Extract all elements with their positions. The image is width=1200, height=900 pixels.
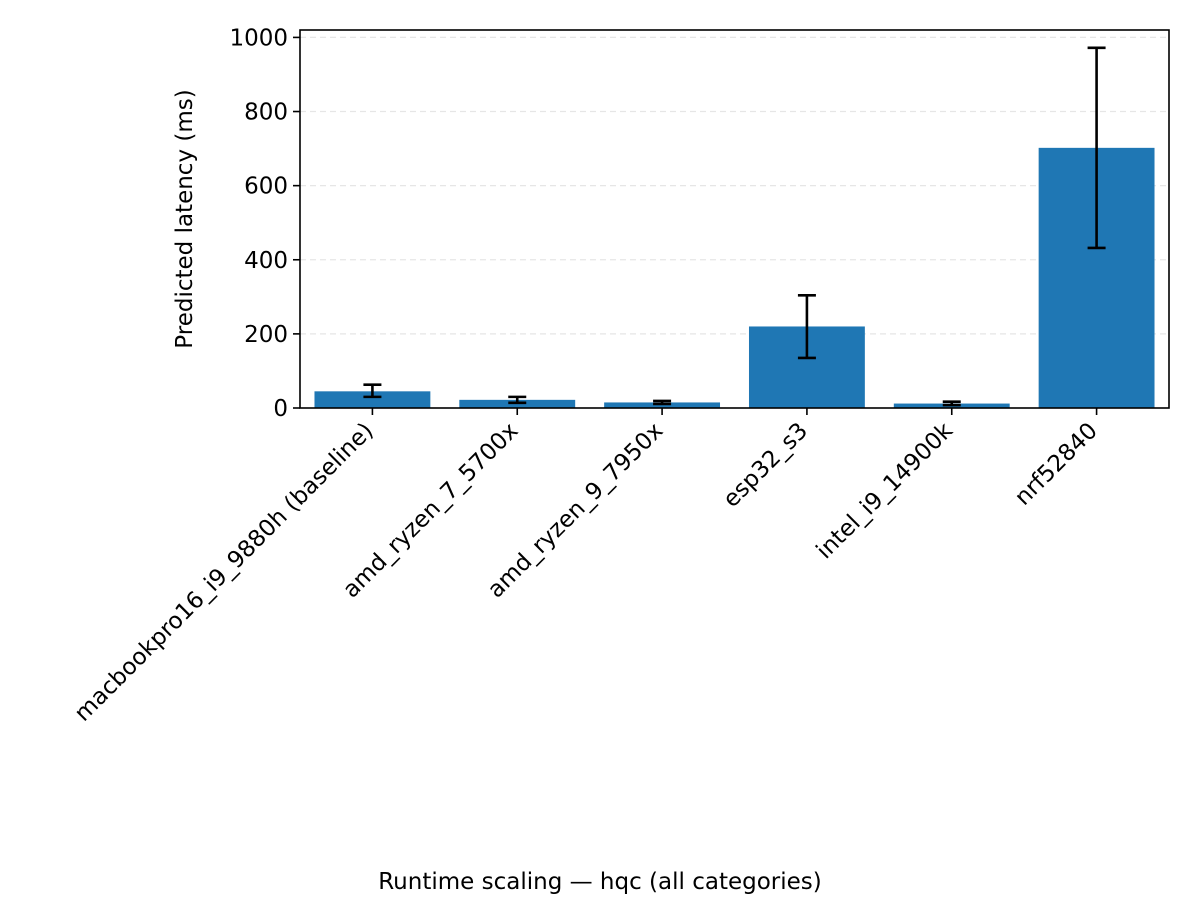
bar (314, 391, 431, 408)
y-tick-label: 400 (244, 248, 288, 274)
y-tick-label: 600 (244, 174, 288, 200)
y-tick-label: 1000 (229, 25, 288, 51)
y-axis: 0 200 400 600 800 1000 (229, 25, 300, 422)
y-axis-title: Predicted latency (ms) (172, 89, 198, 348)
y-tick-label: 800 (244, 100, 288, 126)
y-tick-label: 200 (244, 322, 288, 348)
x-tick-label: macbookpro16_i9_9880h (baseline) (70, 418, 379, 727)
x-tick-label: nrf52840 (1010, 418, 1103, 511)
error-bar-group (363, 46, 1106, 407)
x-axis: macbookpro16_i9_9880h (baseline)amd_ryze… (70, 408, 1103, 727)
bar-group (314, 147, 1155, 409)
y-tick-label: 0 (273, 396, 288, 422)
plot-frame (299, 29, 1170, 409)
x-tick-label: intel_i9_14900k (812, 417, 959, 564)
x-tick-label: esp32_s3 (718, 418, 813, 513)
chart-caption: Runtime scaling — hqc (all categories) (378, 869, 822, 895)
